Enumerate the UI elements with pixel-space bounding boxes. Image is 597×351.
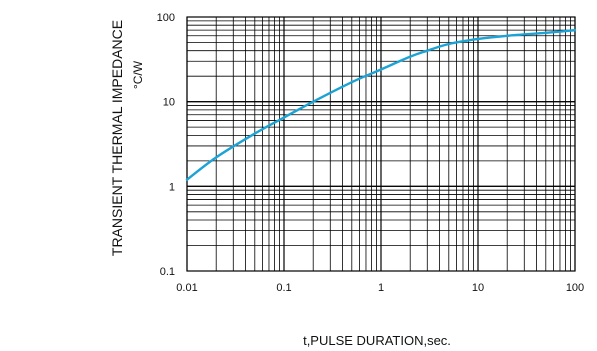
x-tick-label: 0.1 [276, 282, 291, 294]
y-tick-label: 10 [163, 97, 175, 109]
y-axis-unit: °C/W [131, 60, 145, 89]
series-line [185, 28, 577, 181]
x-axis-title: t,PULSE DURATION,sec. [303, 333, 451, 348]
y-axis-title: TRANSIENT THERMAL IMPEDANCE [109, 20, 125, 256]
x-tick-label: 1 [378, 282, 384, 294]
x-tick-label: 100 [566, 282, 584, 294]
y-tick-label: 0.1 [160, 266, 175, 278]
grid [186, 16, 576, 272]
y-tick-label: 100 [157, 12, 175, 24]
series [185, 28, 577, 181]
y-tick-label: 1 [169, 181, 175, 193]
x-tick-label: 10 [472, 282, 484, 294]
x-tick-label: 0.01 [176, 282, 197, 294]
plot-frame [186, 16, 576, 272]
